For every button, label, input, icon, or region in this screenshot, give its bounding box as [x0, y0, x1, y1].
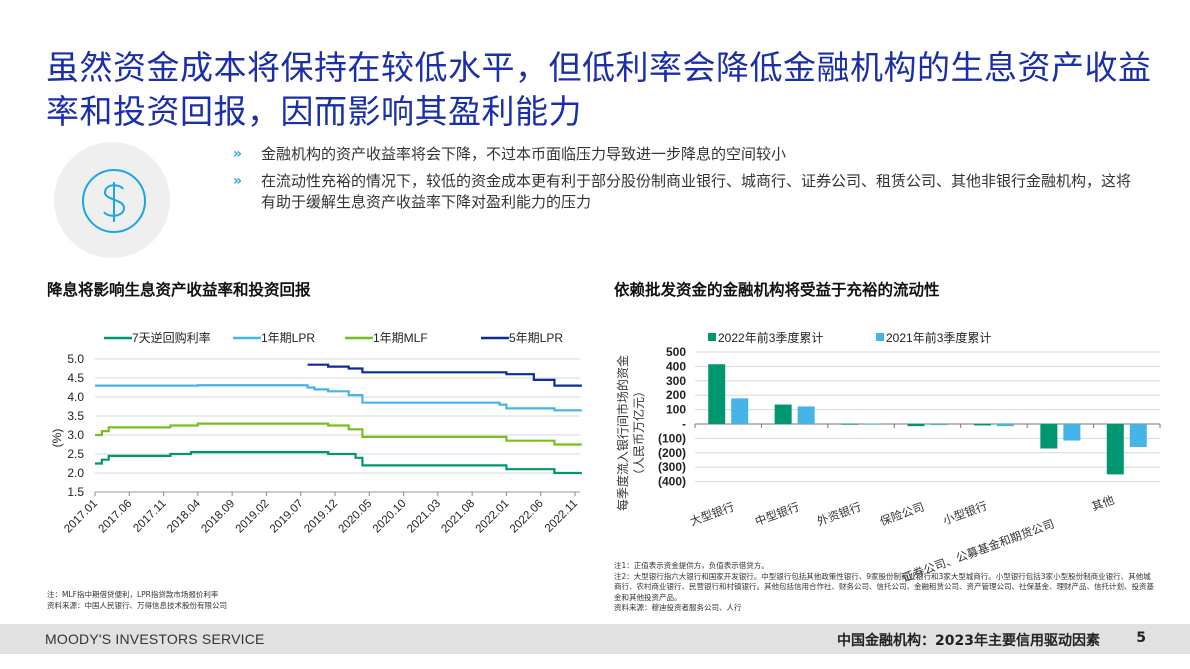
x-tick-label: 2022.06	[508, 498, 546, 536]
bullet-list: » 金融机构的资产收益率将会下降，不过本币面临压力导致进一步降息的空间较小 » …	[233, 144, 1143, 219]
bullet-item: » 金融机构的资产收益率将会下降，不过本币面临压力导致进一步降息的空间较小	[233, 144, 1143, 165]
y-tick-label: (100)	[658, 431, 686, 445]
dollar-circle-icon	[54, 142, 170, 258]
y-tick-label: 2.0	[67, 466, 84, 480]
page-number: 5	[1136, 630, 1146, 646]
x-tick-label: 2017.11	[131, 498, 168, 535]
bar	[930, 424, 948, 426]
bar	[864, 423, 882, 425]
y-tick-label: 3.0	[67, 428, 84, 442]
left-chart-notes: 注：MLF指中期借贷便利，LPR指贷款市场报价利率 资料来源：中国人民银行、万得…	[47, 590, 447, 611]
bullet-item: » 在流动性充裕的情况下，较低的资金成本更有利于部分股份制商业银行、城商行、证券…	[233, 171, 1143, 213]
left-chart-source: 资料来源：中国人民银行、万得信息技术股份有限公司	[47, 600, 227, 610]
y-tick-label: 100	[666, 403, 686, 417]
footer-brand: MOODY'S INVESTORS SERVICE	[45, 631, 265, 647]
bar	[774, 404, 792, 424]
right-chart-notes: 注1：正值表示资金提供方，负值表示借贷方。 注2：大型银行指六大银行和国家开发银…	[614, 561, 1154, 614]
line-series	[95, 384, 582, 412]
y-tick-label: 1.5	[67, 485, 84, 499]
x-category-label: 中型银行	[753, 500, 801, 529]
legend-label: 7天逆回购利率	[132, 330, 211, 345]
x-category-label: 外资银行	[815, 500, 863, 529]
y-axis-label: (%)	[50, 429, 64, 448]
y-tick-label: 4.5	[67, 371, 84, 385]
y-tick-label: (300)	[658, 460, 686, 474]
x-tick-label: 2017.06	[97, 498, 135, 536]
y-tick-label: 4.0	[67, 390, 84, 404]
x-tick-label: 2021.08	[439, 498, 477, 536]
bar	[996, 424, 1014, 427]
legend-label: 5年期LPR	[509, 331, 563, 345]
x-tick-label: 2022.11	[543, 498, 580, 535]
footer-bar: MOODY'S INVESTORS SERVICE 中国金融机构：2023年主要…	[0, 624, 1190, 654]
x-tick-label: 2019.07	[268, 498, 306, 536]
bar	[973, 424, 991, 426]
y-axis-label: 每季度流入银行间市场的资金	[615, 355, 630, 511]
left-chart-note: 注：MLF指中期借贷便利，LPR指贷款市场报价利率	[47, 590, 219, 599]
legend-swatch	[708, 333, 716, 341]
x-tick-label: 2022.01	[474, 498, 512, 536]
bar	[708, 364, 726, 424]
y-tick-label: 400	[666, 359, 686, 373]
y-tick-label: 3.5	[67, 409, 84, 423]
y-tick-label: -	[682, 417, 686, 431]
x-category-label: 大型银行	[688, 500, 736, 529]
x-tick-label: 2018.09	[199, 498, 237, 536]
x-tick-label: 2019.12	[302, 498, 340, 536]
chevron-double-right-icon: »	[233, 146, 243, 162]
bullet-text: 金融机构的资产收益率将会下降，不过本币面临压力导致进一步降息的空间较小	[261, 145, 787, 163]
line-series	[95, 451, 582, 475]
legend-swatch	[876, 333, 884, 341]
bar	[1129, 424, 1147, 448]
y-tick-label: 5.0	[67, 352, 84, 366]
x-category-label: 其他	[1090, 493, 1117, 513]
right-chart-title: 依赖批发资金的金融机构将受益于充裕的流动性	[614, 281, 940, 299]
x-tick-label: 2019.02	[234, 498, 272, 536]
line-series	[307, 363, 582, 387]
line-series	[95, 422, 582, 446]
bar	[1040, 424, 1058, 449]
bar	[797, 406, 815, 424]
x-tick-label: 2020.05	[337, 498, 375, 536]
right-chart-source: 资料来源：穆迪投资者服务公司、人行	[614, 603, 742, 612]
right-chart-note-2: 注2：大型银行指六大银行和国家开发银行。中型银行包括其他政策性银行、9家股份制商…	[614, 571, 1154, 602]
x-category-label: 保险公司	[878, 500, 926, 529]
right-chart-note-1: 注1：正值表示资金提供方，负值表示借贷方。	[614, 561, 769, 570]
bullet-text: 在流动性充裕的情况下，较低的资金成本更有利于部分股份制商业银行、城商行、证券公司…	[261, 172, 1132, 211]
bar	[1063, 424, 1081, 441]
x-tick-label: 2020.10	[371, 498, 409, 536]
bar	[841, 423, 859, 425]
x-tick-label: 2018.04	[165, 497, 203, 535]
y-tick-label: 300	[666, 374, 686, 388]
slide-title: 虽然资金成本将保持在较低水平，但低利率会降低金融机构的生息资产收益率和投资回报，…	[46, 48, 1152, 131]
bar	[731, 398, 749, 424]
bar	[907, 424, 925, 427]
y-tick-label: 2.5	[67, 447, 84, 461]
x-tick-label: 2021.03	[405, 498, 443, 536]
legend-label: 1年期LPR	[261, 331, 315, 345]
x-category-label: 小型银行	[941, 499, 989, 528]
x-tick-label: 2017.01	[62, 498, 100, 536]
y-tick-label: (400)	[658, 475, 686, 489]
chevron-double-right-icon: »	[233, 173, 243, 189]
y-axis-unit: （人民币万亿元）	[631, 385, 646, 481]
bar	[1106, 424, 1124, 475]
y-tick-label: 500	[666, 345, 686, 359]
left-chart-title: 降息将影响生息资产收益率和投资回报	[47, 281, 311, 299]
y-tick-label: (200)	[658, 446, 686, 460]
y-tick-label: 200	[666, 388, 686, 402]
legend-label: 2022年前3季度累计	[718, 330, 823, 345]
legend-label: 1年期MLF	[373, 331, 428, 345]
legend-label: 2021年前3季度累计	[886, 330, 991, 345]
footer-doc-title: 中国金融机构：2023年主要信用驱动因素	[837, 633, 1100, 649]
